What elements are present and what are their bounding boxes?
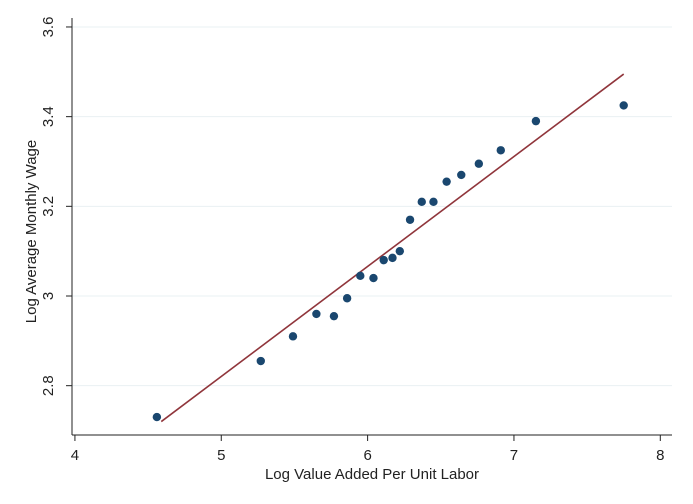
- x-tick-label: 4: [71, 447, 79, 464]
- data-point: [379, 255, 388, 265]
- data-point: [152, 412, 162, 422]
- data-point: [388, 253, 397, 263]
- data-point: [417, 197, 426, 207]
- data-point: [288, 332, 298, 341]
- fitted-line: [160, 73, 625, 423]
- data-point: [457, 170, 466, 180]
- data-point: [356, 271, 365, 281]
- data-point: [442, 177, 451, 186]
- data-point: [531, 116, 541, 126]
- data-point: [312, 309, 321, 319]
- y-tick-label: 3: [40, 292, 57, 300]
- data-point: [369, 273, 378, 283]
- data-point: [474, 159, 484, 168]
- y-tick-label: 3.6: [40, 17, 57, 38]
- x-tick-label: 7: [510, 447, 518, 464]
- y-tick-label: 2.8: [40, 375, 57, 396]
- y-ticks: 2.8 3 3.2 3.4 3.6: [40, 17, 72, 396]
- y-axis-title: Log Average Monthly Wage: [23, 140, 40, 323]
- data-point: [619, 101, 628, 110]
- data-point: [342, 294, 352, 303]
- x-ticks: 4 5 6 7 8: [71, 435, 664, 464]
- fit-line-layer: [160, 73, 625, 423]
- x-tick-label: 8: [656, 447, 664, 464]
- x-axis-title: Log Value Added Per Unit Labor: [265, 466, 479, 483]
- data-point: [329, 311, 339, 321]
- gridlines: [72, 26, 672, 387]
- data-point: [395, 246, 405, 256]
- data-point: [405, 215, 415, 224]
- data-point: [429, 197, 438, 207]
- y-tick-label: 3.4: [40, 106, 57, 127]
- data-point: [256, 356, 265, 366]
- data-points: [152, 101, 628, 422]
- x-tick-label: 6: [363, 447, 371, 464]
- x-tick-label: 5: [217, 447, 225, 464]
- y-tick-label: 3.2: [40, 196, 57, 217]
- data-point: [496, 146, 505, 155]
